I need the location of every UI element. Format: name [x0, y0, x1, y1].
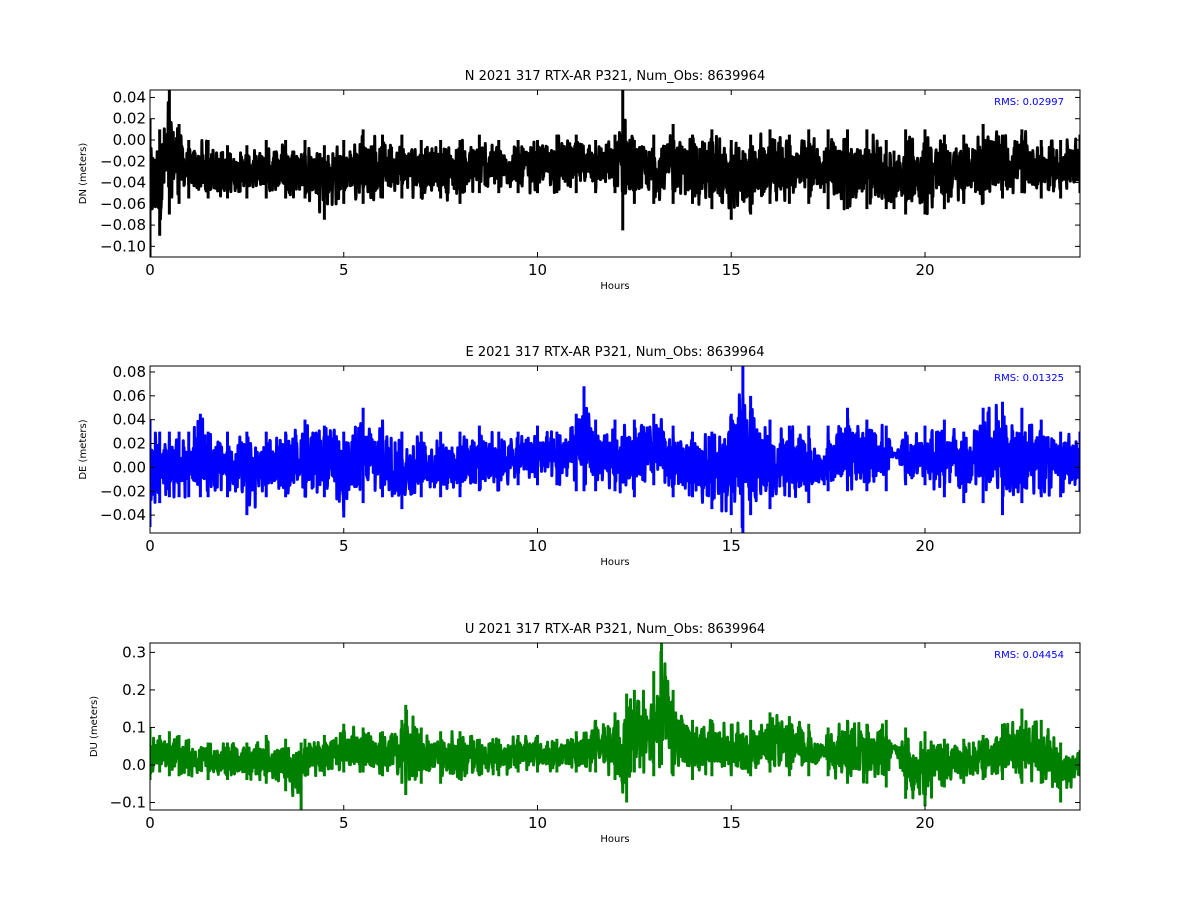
y-tick-label: 0.1: [122, 718, 146, 736]
x-axis-label: Hours: [600, 834, 629, 845]
series-extremes: [150, 366, 1080, 533]
x-axis-label: Hours: [600, 557, 629, 568]
y-tick-label: −0.1: [110, 793, 146, 811]
y-tick-label: −0.10: [100, 237, 146, 255]
y-axis-label: DE (meters): [78, 419, 89, 479]
series-extremes: [150, 643, 1080, 810]
x-tick-label: 5: [339, 537, 349, 555]
y-axis-label: DU (meters): [89, 696, 100, 757]
x-tick-label: 0: [145, 814, 155, 832]
x-tick-label: 15: [722, 814, 741, 832]
y-tick-label: −0.08: [100, 216, 146, 234]
plot-frame: [149, 642, 1081, 811]
chart-title: E 2021 317 RTX-AR P321, Num_Obs: 8639964: [466, 345, 765, 360]
chart-title: U 2021 317 RTX-AR P321, Num_Obs: 8639964: [465, 622, 765, 637]
data-series: [150, 90, 1080, 257]
y-axis-label: DN (meters): [78, 143, 89, 205]
subplot-dn: N 2021 317 RTX-AR P321, Num_Obs: 8639964…: [78, 69, 1081, 292]
x-tick-label: 5: [339, 261, 349, 279]
y-tick-label: −0.04: [100, 506, 146, 524]
x-tick-label: 20: [915, 261, 934, 279]
x-tick-label: 15: [722, 261, 741, 279]
subplot-de: E 2021 317 RTX-AR P321, Num_Obs: 8639964…: [78, 345, 1081, 568]
x-tick-label: 5: [339, 814, 349, 832]
y-tick-label: 0.08: [113, 363, 146, 381]
y-tick-label: 0.3: [122, 643, 146, 661]
y-tick-label: −0.06: [100, 195, 146, 213]
y-tick-label: 0.2: [122, 681, 146, 699]
x-tick-label: 10: [528, 261, 547, 279]
x-tick-label: 0: [145, 261, 155, 279]
series-extremes: [150, 90, 1080, 257]
y-tick-label: −0.02: [100, 482, 146, 500]
x-axis-label: Hours: [600, 281, 629, 292]
x-tick-label: 0: [145, 537, 155, 555]
rms-annotation: RMS: 0.02997: [994, 97, 1064, 108]
y-tick-label: 0.00: [113, 131, 146, 149]
y-tick-label: 0.04: [113, 411, 146, 429]
chart-title: N 2021 317 RTX-AR P321, Num_Obs: 8639964: [465, 69, 765, 84]
y-tick-label: 0.06: [113, 387, 146, 405]
y-tick-label: −0.04: [100, 174, 146, 192]
rms-annotation: RMS: 0.04454: [994, 650, 1064, 661]
x-tick-label: 10: [528, 814, 547, 832]
y-tick-label: 0.04: [113, 88, 146, 106]
plot-frame: [149, 89, 1081, 258]
data-series: [150, 366, 1080, 533]
x-tick-label: 20: [915, 537, 934, 555]
x-tick-label: 15: [722, 537, 741, 555]
x-tick-label: 20: [915, 814, 934, 832]
x-tick-label: 10: [528, 537, 547, 555]
y-tick-label: −0.02: [100, 152, 146, 170]
y-tick-label: 0.02: [113, 435, 146, 453]
y-tick-label: 0.0: [122, 756, 146, 774]
data-series: [150, 643, 1080, 810]
y-tick-label: 0.02: [113, 110, 146, 128]
plot-frame: [149, 365, 1081, 534]
subplot-du: U 2021 317 RTX-AR P321, Num_Obs: 8639964…: [89, 622, 1081, 845]
y-tick-label: 0.00: [113, 458, 146, 476]
rms-annotation: RMS: 0.01325: [994, 373, 1064, 384]
